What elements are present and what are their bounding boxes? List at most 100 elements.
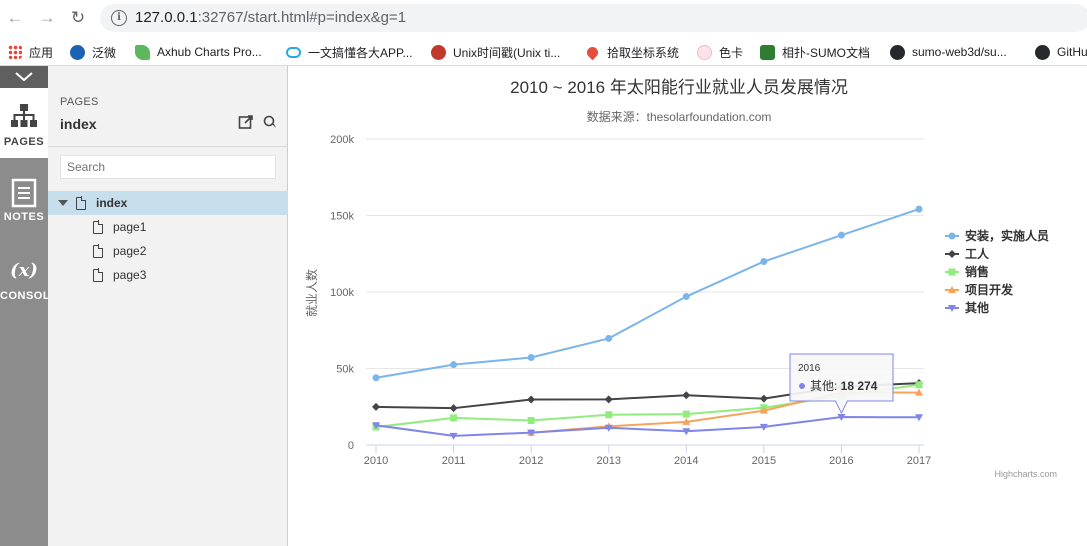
bookmark-label: Axhub Charts Pro... [157,45,262,59]
data-point [605,334,613,342]
chart-credits[interactable]: Highcharts.com [994,469,1057,479]
grid-lines [366,138,924,369]
data-point [682,417,691,425]
locate-page-icon[interactable] [262,114,278,130]
url-text[interactable]: 127.0.0.1:32767/start.html#p=index&g=1 [135,9,406,26]
tooltip-x-label: 2016 [798,363,821,374]
open-in-new-icon[interactable] [238,114,254,130]
reload-button[interactable]: ↻ [70,8,86,27]
tree-item-page2[interactable]: page2 [48,239,288,263]
tooltip-dot [799,383,805,389]
rail-console-tab[interactable]: (x) CONSOL [0,258,51,318]
bookmark-label: 应用 [29,45,54,60]
bookmark-app-guide[interactable]: 一文搞懂各大APP... [286,43,412,61]
legend-label[interactable]: 安装，实施人员 [965,228,1049,243]
site-info-icon[interactable]: i [111,10,127,26]
x-tick-label: 2012 [519,455,543,467]
tooltip-box [789,353,894,415]
data-point [760,258,768,266]
series-line [375,208,920,379]
variable-x-icon: (x) [10,260,38,281]
bookmark-label: 泛微 [92,45,117,60]
rail-console-label: CONSOL [0,290,51,302]
data-point [449,404,458,413]
data-point [915,388,923,396]
tree-item-page3[interactable]: page3 [48,263,288,287]
notes-icon [11,178,37,208]
bookmark-apps[interactable]: 应用 [8,43,53,61]
tree-item-label: index [96,196,128,210]
rail-notes-label: NOTES [3,211,45,223]
series-line [375,416,920,437]
legend-label[interactable]: 工人 [965,246,990,261]
y-tick-label: 150k [330,211,354,223]
back-button[interactable]: ← [6,8,24,27]
rail-notes-tab[interactable]: NOTES [0,178,48,238]
x-tick-label: 2014 [674,455,698,467]
y-tick-label: 50k [336,364,354,376]
chart-subtitle: 数据来源：thesolarfoundation.com [587,109,772,124]
page-icon [76,196,87,210]
panel-divider [48,146,288,147]
panel-actions [238,114,278,130]
data-point [527,417,535,425]
pig-face-icon [697,44,712,60]
y-tick-label: 0 [348,440,354,452]
legend-label[interactable]: 项目开发 [965,282,1014,297]
legend-label[interactable]: 销售 [965,264,989,279]
data-point [682,428,691,436]
bookmark-github[interactable]: GitHu [1035,43,1087,61]
browser-toolbar: ← → ↻ i 127.0.0.1:32767/start.html#p=ind… [0,0,1087,36]
bookmark-axhub[interactable]: Axhub Charts Pro... [135,43,262,61]
data-point [527,429,536,437]
data-point [682,293,690,301]
bookmark-color-card[interactable]: 色卡 [697,43,743,61]
data-point [915,381,923,389]
bookmark-label: 一文搞懂各大APP... [308,45,413,60]
bookmark-sumo-web3d[interactable]: sumo-web3d/su... [890,43,1007,61]
page-title: index [60,116,97,132]
data-point [837,414,846,422]
x-tick-label: 2011 [442,455,466,467]
data-point [837,231,845,239]
tooltip-value: 18 274 [841,379,878,393]
rail-pages-tab[interactable]: PAGES [0,88,48,158]
bookmark-sumo-docs[interactable]: 相扑-SUMO文档 [760,43,870,61]
data-point [915,414,923,422]
sidebar-rail: PAGES NOTES (x) CONSOL [0,66,51,546]
data-point [605,411,613,419]
cloud-icon [286,46,301,58]
panel-header: PAGES [60,96,99,108]
page-icon [93,268,104,282]
search-input[interactable] [60,155,276,179]
legend-marker [948,286,956,293]
bookmark-label: 色卡 [719,45,744,60]
bookmark-unix-time[interactable]: Unix时间戳(Unix ti... [431,43,560,61]
bookmark-coordinates[interactable]: 拾取坐标系统 [584,43,680,61]
apps-grid-icon [8,45,22,59]
legend-label[interactable]: 其他 [965,300,989,315]
tree-item-label: page2 [113,244,147,258]
data-point [682,410,690,418]
chart-container: 2010 ~ 2016 年太阳能行业就业人员发展情况 数据来源：thesolar… [289,66,1087,546]
forward-button[interactable]: → [38,8,56,27]
sumo-logo-icon [760,44,775,60]
tree-item-page1[interactable]: page1 [48,215,288,239]
address-bar[interactable] [100,4,1087,32]
line-chart: 2010 ~ 2016 年太阳能行业就业人员发展情况 数据来源：thesolar… [304,78,1057,479]
tree-item-index[interactable]: index [48,191,288,215]
url-host: 127.0.0.1 [135,9,198,26]
legend-marker [948,305,956,312]
sitemap-icon [11,104,37,127]
collapse-rail-button[interactable] [0,66,48,88]
data-point [527,354,535,362]
y-tick-label: 100k [330,287,354,299]
data-point [759,394,768,403]
x-tick-label: 2013 [596,455,620,467]
page-icon [93,220,104,234]
caret-down-icon[interactable] [58,199,68,207]
tooltip-series-name: 其他: 18 274 [810,379,878,393]
bookmark-label: 拾取坐标系统 [607,45,680,60]
bookmark-fanwei[interactable]: 泛微 [70,43,116,61]
fanwei-logo-icon [70,44,85,60]
